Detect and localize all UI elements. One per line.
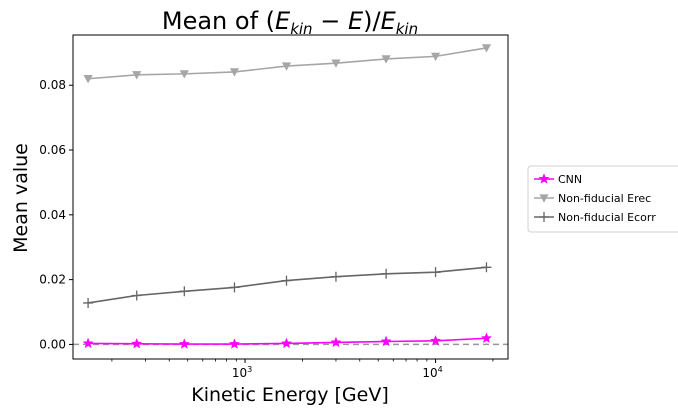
data-point: [178, 338, 190, 349]
data-point: [429, 334, 442, 346]
plot-frame: [72, 34, 509, 360]
legend-entry: CNN: [534, 173, 582, 186]
data-point: [132, 71, 142, 80]
data-point: [330, 336, 342, 348]
x-tick-label: 104: [422, 365, 442, 380]
legend-marker: [538, 173, 550, 184]
x-tick-label: 103: [232, 365, 252, 380]
legend-marker: [539, 194, 549, 203]
title-part: E: [348, 7, 364, 35]
legend-label: CNN: [558, 173, 582, 186]
axes: 0.00 0.02 0.04 0.06 0.08 103 104: [39, 34, 509, 380]
series-2: [83, 44, 492, 84]
data-point: [381, 55, 391, 64]
legend-entry: Non-fiducial Ecorr: [534, 211, 656, 224]
data-point: [131, 290, 142, 301]
data-point: [330, 271, 341, 282]
legend-marker: [539, 212, 549, 222]
data-point: [481, 262, 492, 273]
data-point: [179, 286, 190, 297]
data-point: [83, 75, 93, 84]
series-1: [82, 332, 493, 349]
legend-label: Non-fiducial Erec: [558, 192, 651, 205]
series-3: [83, 262, 492, 308]
chart-title: Mean of (Ekin − E)/Ekin: [162, 7, 418, 38]
y-tick-label: 0.06: [39, 143, 66, 157]
legend: CNN Non-fiducial Erec Non-fiducial Ecorr: [527, 165, 678, 233]
title-part: Mean of (: [162, 7, 275, 35]
title-part: E: [381, 7, 397, 35]
data-point: [131, 337, 143, 349]
data-point: [380, 335, 392, 347]
data-point: [179, 70, 189, 79]
y-axis-label: Mean value: [10, 143, 32, 253]
data-point: [228, 338, 241, 349]
data-point: [83, 297, 94, 308]
data-point: [280, 337, 293, 349]
y-tick-label: 0.04: [39, 208, 66, 222]
plot-area: [73, 44, 508, 349]
data-point: [281, 275, 292, 286]
data-point: [82, 337, 94, 349]
data-point: [281, 62, 292, 71]
title-part: kin: [290, 20, 312, 38]
data-point: [331, 59, 341, 68]
title-part: kin: [396, 20, 418, 38]
data-point: [481, 44, 492, 53]
title-part: E: [275, 7, 291, 35]
data-point: [430, 267, 441, 278]
data-point: [430, 52, 441, 61]
data-point: [480, 332, 493, 344]
x-axis-label: Kinetic Energy [GeV]: [191, 384, 388, 406]
y-tick-label: 0.08: [39, 78, 66, 92]
legend-box: [527, 165, 678, 233]
data-point: [229, 282, 240, 293]
legend-entry: Non-fiducial Erec: [534, 192, 651, 205]
data-point: [229, 68, 240, 77]
y-tick-label: 0.02: [39, 273, 66, 287]
legend-label: Non-fiducial Ecorr: [558, 211, 656, 224]
y-tick-label: 0.00: [39, 337, 66, 351]
series-line: [87, 266, 487, 304]
title-part: −: [313, 7, 348, 35]
data-point: [381, 268, 392, 279]
title-part: )/: [363, 7, 381, 35]
